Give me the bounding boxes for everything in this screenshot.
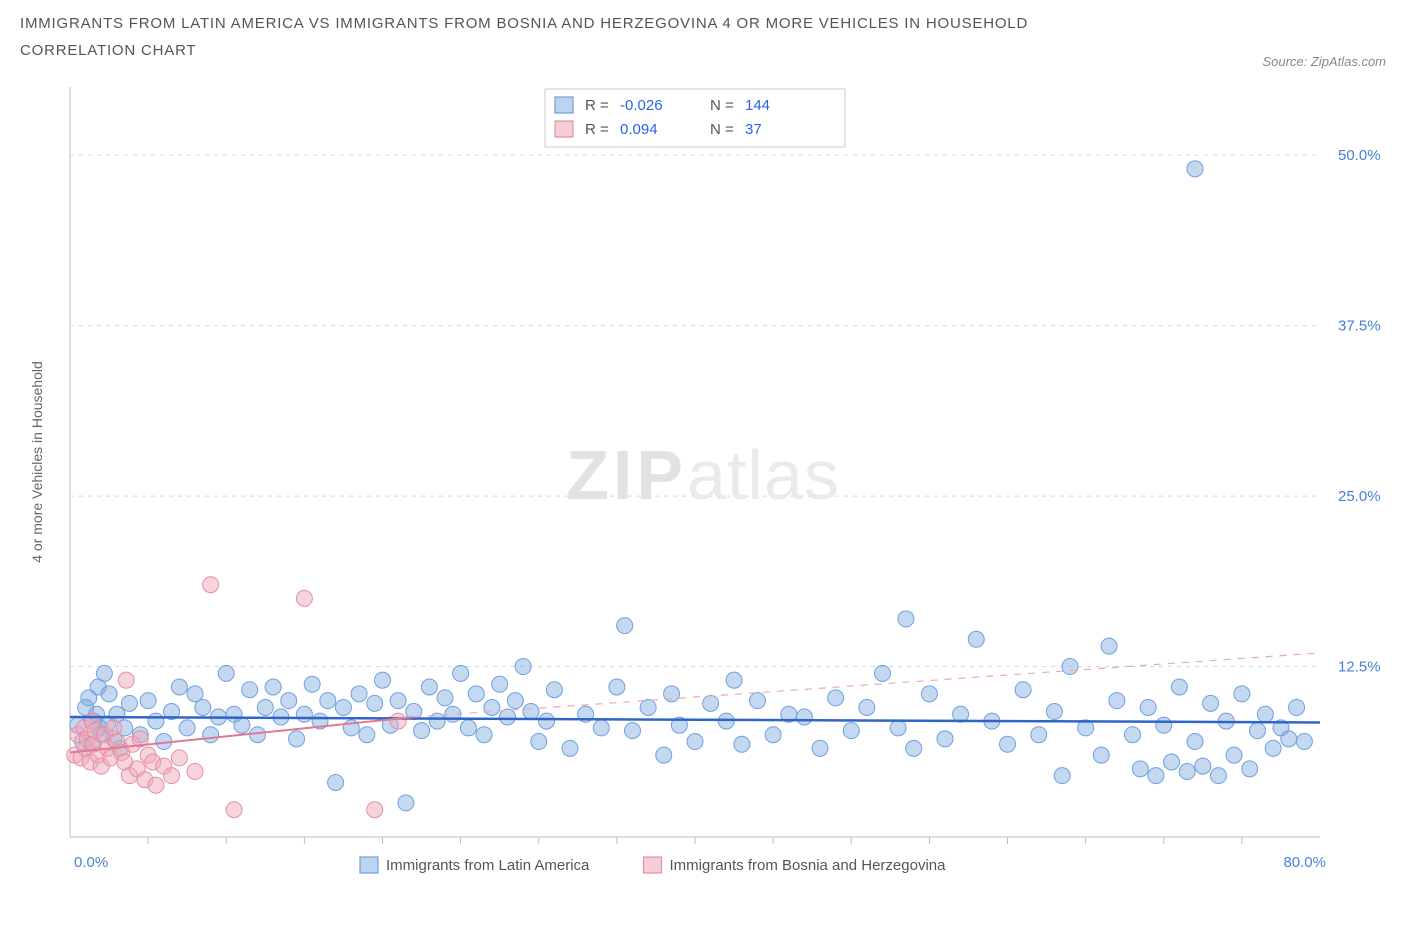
svg-text:0.0%: 0.0% [74, 854, 108, 871]
source-label: Source: ZipAtlas.com [1262, 54, 1386, 69]
svg-text:Immigrants from Bosnia and Her: Immigrants from Bosnia and Herzegovina [670, 857, 947, 874]
scatter-chart: 12.5% 25.0% 37.5% 50.0% 4 or more Vehicles i… [20, 77, 1386, 907]
svg-text:37.5%: 37.5% [1338, 318, 1381, 335]
svg-text:4 or more Vehicles in Househol: 4 or more Vehicles in Household [29, 361, 45, 563]
svg-text:N =: N = [710, 121, 734, 138]
chart-title-line1: IMMIGRANTS FROM LATIN AMERICA VS IMMIGRA… [20, 15, 1386, 32]
svg-text:N =: N = [710, 97, 734, 114]
svg-text:R =: R = [585, 121, 609, 138]
svg-text:Immigrants from Latin America: Immigrants from Latin America [386, 857, 590, 874]
svg-text:80.0%: 80.0% [1283, 854, 1326, 871]
svg-text:0.094: 0.094 [620, 121, 658, 138]
svg-text:12.5%: 12.5% [1338, 659, 1381, 676]
svg-text:50.0%: 50.0% [1338, 147, 1381, 164]
chart-title-line2: CORRELATION CHART [20, 42, 196, 59]
svg-text:25.0%: 25.0% [1338, 488, 1381, 505]
svg-text:144: 144 [745, 97, 770, 114]
chart-container: ZIPatlas 12.5%25.0%37.5%50.0%4 or more V… [20, 77, 1386, 907]
svg-text:R =: R = [585, 97, 609, 114]
svg-text:37: 37 [745, 121, 762, 138]
svg-text:-0.026: -0.026 [620, 97, 663, 114]
chart-header: IMMIGRANTS FROM LATIN AMERICA VS IMMIGRA… [20, 15, 1386, 69]
